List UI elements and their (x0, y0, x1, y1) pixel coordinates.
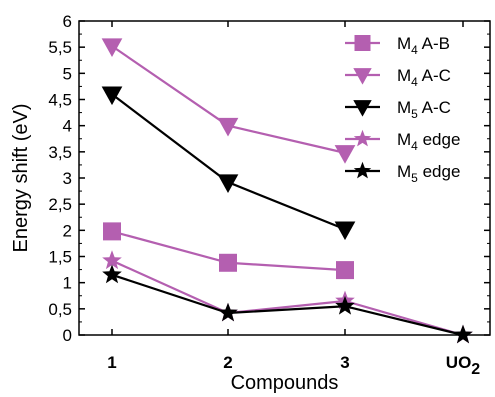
x-tick-label: 3 (340, 353, 349, 372)
legend-label: M4 edge (397, 130, 460, 153)
star-marker (102, 250, 122, 270)
star-marker (335, 295, 355, 315)
legend-label: M4 A-B (397, 34, 450, 57)
y-tick-label: 3,5 (48, 143, 72, 162)
y-tick-label: 0 (63, 326, 72, 345)
y-tick-label: 4,5 (48, 91, 72, 110)
triangle-marker (217, 174, 239, 194)
star-marker (102, 264, 122, 284)
star-marker (353, 129, 372, 147)
triangle-marker (334, 145, 356, 164)
y-axis-title: Energy shift (eV) (10, 104, 32, 253)
star-marker (353, 161, 372, 179)
x-tick-label: UO2 (446, 353, 481, 378)
y-tick-label: 2,5 (48, 195, 72, 214)
y-tick-label: 2 (63, 221, 72, 240)
x-tick-label: 2 (223, 353, 232, 372)
y-tick-label: 4 (63, 117, 72, 136)
legend-label: M4 A-C (397, 66, 451, 89)
series-line (111, 273, 464, 337)
square-marker (354, 35, 371, 51)
y-tick-label: 6 (63, 12, 72, 31)
triangle-marker (353, 68, 372, 85)
y-tick-label: 0,5 (48, 300, 72, 319)
star-marker (218, 302, 238, 322)
legend-label: M5 A-C (397, 98, 451, 121)
y-tick-label: 1,5 (48, 248, 72, 267)
square-marker (336, 261, 354, 280)
triangle-marker (353, 100, 372, 117)
y-tick-label: 1 (63, 274, 72, 293)
plot-frame (78, 20, 491, 336)
triangle-marker (101, 86, 123, 106)
triangle-marker (101, 38, 123, 57)
triangle-marker (334, 221, 356, 241)
triangle-marker (217, 117, 239, 137)
star-marker (453, 324, 473, 344)
x-tick-label: 1 (107, 353, 116, 372)
y-tick-label: 5,5 (48, 38, 72, 57)
legend-label: M5 edge (397, 162, 460, 185)
square-marker (219, 253, 237, 272)
y-tick-label: 5 (63, 64, 72, 83)
square-marker (103, 222, 121, 241)
y-tick-label: 3 (63, 169, 72, 188)
series-line (111, 259, 464, 337)
x-axis-title: Compounds (231, 372, 339, 394)
